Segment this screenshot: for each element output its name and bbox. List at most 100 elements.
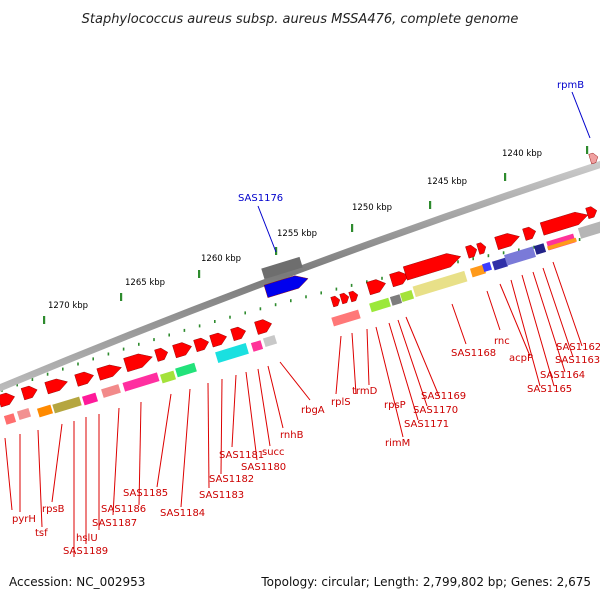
gene-label-SAS1168[interactable]: SAS1168: [451, 348, 496, 359]
leader-line: [388, 322, 419, 421]
gene-arrow: [254, 319, 272, 335]
scale-tick: [259, 307, 262, 311]
gene-block: [122, 372, 160, 392]
gene-arrow: [402, 253, 462, 281]
leader-line: [499, 283, 531, 357]
leader-line: [267, 365, 284, 429]
scale-label: 1260 kbp: [201, 254, 241, 264]
scale-tick: [381, 276, 383, 280]
gene-block: [175, 362, 197, 378]
gene-label-rpsB[interactable]: rpsB: [42, 504, 65, 515]
gene-label-SAS1184[interactable]: SAS1184: [160, 508, 205, 519]
gene-arrow: [20, 385, 38, 401]
scale-tick: [168, 333, 170, 337]
gene-arrow: [522, 226, 536, 241]
gene-arrow: [494, 233, 520, 250]
gene-block: [412, 270, 468, 298]
gene-label-SAS1165[interactable]: SAS1165: [527, 384, 572, 395]
leader-line: [207, 382, 210, 489]
gene-block: [36, 404, 54, 418]
scale-tick: [502, 251, 505, 255]
gene-arrow: [123, 353, 153, 373]
gene-label-SAS1185[interactable]: SAS1185: [123, 488, 168, 499]
leader-line: [542, 267, 574, 358]
gene-block: [482, 262, 492, 272]
scale-label: 1245 kbp: [427, 177, 467, 187]
gene-label-SAS1182[interactable]: SAS1182: [209, 474, 254, 485]
scale-tick: [472, 257, 474, 261]
gene-arrow: [366, 279, 386, 296]
scale-tick: [46, 372, 49, 376]
gene-block: [533, 243, 547, 255]
scale-label: 1255 kbp: [277, 229, 317, 239]
gene-label-rnc[interactable]: rnc: [494, 336, 510, 347]
gene-label-SAS1180[interactable]: SAS1180: [241, 462, 286, 473]
gene-block: [81, 392, 99, 406]
gene-label-SAS1183[interactable]: SAS1183: [199, 490, 244, 501]
gene-label-rplS[interactable]: rplS: [331, 397, 351, 408]
leader-line: [220, 378, 223, 475]
scale-tick: [183, 328, 186, 332]
scale-label: 1240 kbp: [502, 149, 542, 159]
leader-line: [51, 423, 63, 503]
scale-tick: [16, 383, 18, 387]
scale-label: 1250 kbp: [352, 203, 392, 213]
gene-label-SAS1186[interactable]: SAS1186: [101, 504, 146, 515]
leader-line: [451, 303, 467, 345]
gene-label-acpP[interactable]: acpP: [509, 353, 533, 364]
gene-label-SAS1162[interactable]: SAS1162: [556, 342, 600, 353]
gene-label-SAS1176[interactable]: SAS1176: [238, 193, 283, 204]
gene-arrow: [154, 347, 168, 362]
gene-arrow: [96, 364, 122, 381]
gene-label-hslU[interactable]: hslU: [76, 533, 98, 544]
gene-label-rnhB[interactable]: rnhB: [280, 430, 304, 441]
gene-label-rimM[interactable]: rimM: [385, 438, 410, 449]
scale-tick: [31, 378, 34, 381]
leader-line: [257, 368, 271, 447]
gene-block: [16, 407, 32, 421]
scale-tick: [153, 338, 155, 342]
gene-label-SAS1163[interactable]: SAS1163: [555, 355, 600, 366]
gene-label-trmD[interactable]: trmD: [352, 386, 378, 397]
gene-label-pyrH[interactable]: pyrH: [12, 514, 36, 525]
gene-block: [547, 237, 577, 251]
gene-block: [504, 246, 536, 266]
scale-labels: 1240 kbp 1245 kbp 1250 kbp 1255 kbp 1260…: [48, 149, 542, 311]
gene-label-tsf[interactable]: tsf: [35, 528, 48, 539]
gene-block: [469, 264, 487, 278]
gene-label-SAS1171[interactable]: SAS1171: [404, 419, 449, 430]
gene-track: [0, 152, 600, 425]
gene-label-rbgA[interactable]: rbgA: [301, 405, 325, 416]
scale-tick: [77, 362, 79, 366]
gene-block: [101, 384, 121, 398]
scale-tick: [229, 315, 231, 319]
leader-line: [231, 374, 237, 448]
gene-label-rpmB[interactable]: rpmB: [557, 80, 584, 91]
leader-line: [138, 401, 142, 506]
scale-label: 1270 kbp: [48, 301, 88, 311]
gene-label-SAS1189[interactable]: SAS1189: [63, 546, 108, 557]
gene-block: [399, 289, 415, 303]
gene-arrow: [74, 371, 94, 387]
gene-label-SAS1170[interactable]: SAS1170: [413, 405, 458, 416]
gene-labels: rpmB SAS1176 rnc SAS1162 acpP SAS1163 SA…: [12, 80, 600, 557]
scale-major-tick: [429, 201, 432, 209]
scale-major-tick: [120, 293, 123, 301]
gene-block: [159, 370, 177, 384]
gene-label-SAS1187[interactable]: SAS1187: [92, 518, 137, 529]
leader-line: [510, 279, 541, 387]
gene-label-rpsP[interactable]: rpsP: [384, 400, 406, 411]
leader-line: [486, 290, 501, 331]
gene-arrow: [348, 290, 359, 303]
gene-block: [491, 257, 509, 271]
leader-line-blue: [571, 91, 591, 139]
scale-tick: [487, 254, 490, 258]
gene-label-SAS1164[interactable]: SAS1164: [540, 370, 585, 381]
gene-label-SAS1181[interactable]: SAS1181: [219, 450, 264, 461]
scale-tick: [92, 357, 94, 361]
gene-block: [262, 334, 278, 348]
label-leaders: [4, 91, 591, 557]
gene-label-succ[interactable]: succ: [262, 447, 285, 458]
scale-tick: [335, 287, 338, 291]
gene-label-SAS1169[interactable]: SAS1169: [421, 391, 466, 402]
